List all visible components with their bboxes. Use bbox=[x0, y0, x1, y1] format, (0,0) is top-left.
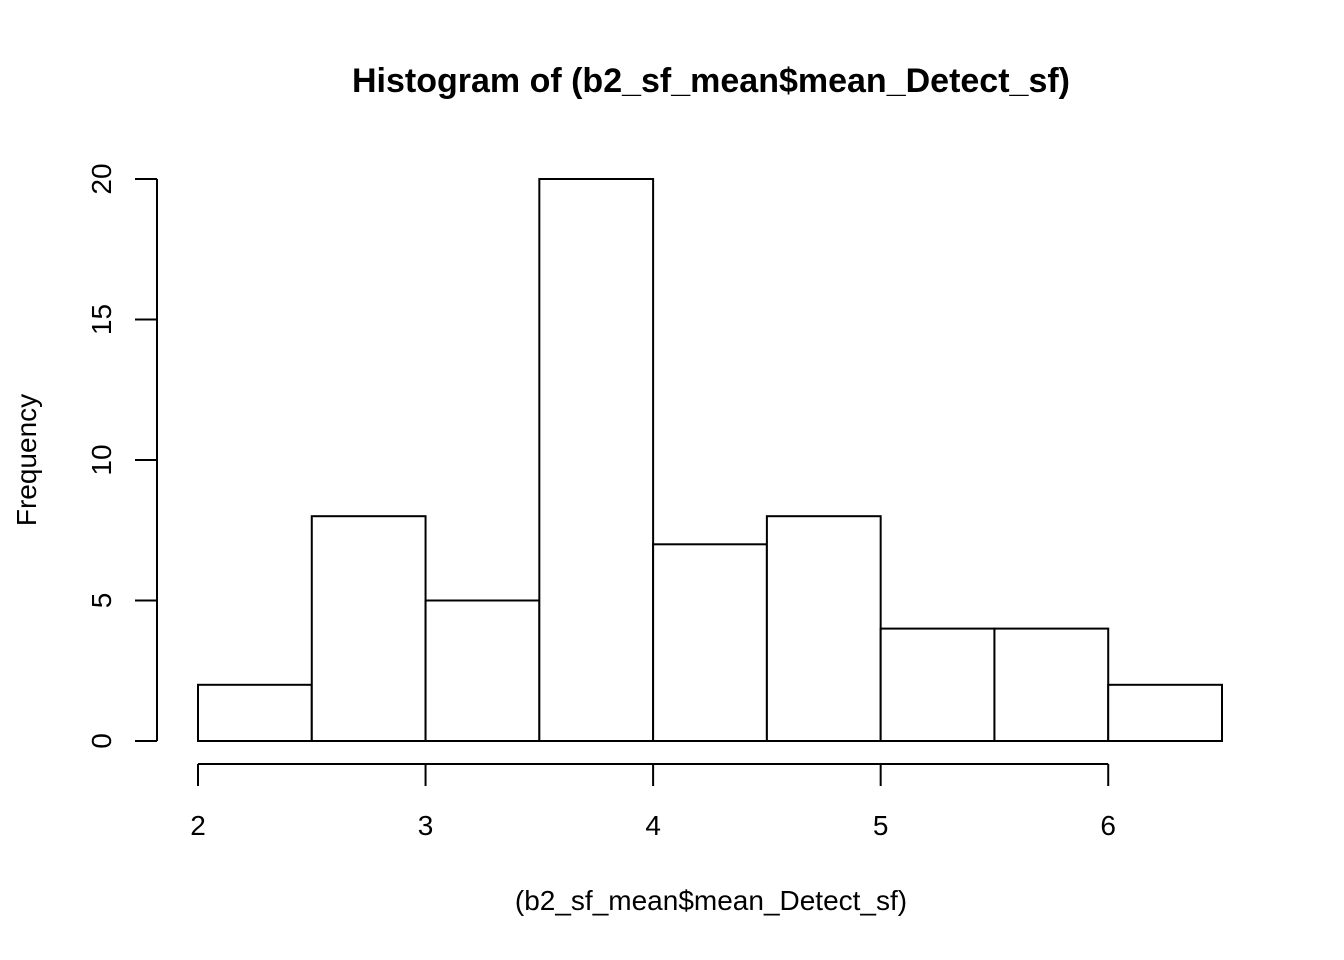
histogram-bar-5 bbox=[765, 515, 882, 743]
x-axis: 2 3 4 5 6 bbox=[190, 763, 1116, 841]
y-tick-label-0: 0 bbox=[86, 733, 117, 749]
x-tick-label-1: 3 bbox=[418, 810, 434, 841]
x-tick-label-3: 5 bbox=[873, 810, 889, 841]
histogram-bar-7 bbox=[993, 627, 1110, 742]
histogram-bar-4 bbox=[652, 543, 768, 742]
x-axis-label: (b2_sf_mean$mean_Detect_sf) bbox=[515, 885, 907, 916]
histogram-bar-1 bbox=[310, 515, 427, 743]
bars-group bbox=[197, 178, 1223, 743]
x-tick-label-2: 4 bbox=[645, 810, 661, 841]
y-tick-label-1: 5 bbox=[86, 593, 117, 609]
histogram-bar-0 bbox=[197, 683, 313, 742]
y-tick-label-2: 10 bbox=[86, 444, 117, 475]
histogram-bar-6 bbox=[879, 627, 996, 742]
x-tick-label-4: 6 bbox=[1100, 810, 1116, 841]
y-axis-label: Frequency bbox=[11, 394, 42, 526]
y-axis: 0 5 10 15 20 bbox=[86, 163, 158, 749]
y-tick-label-4: 20 bbox=[86, 163, 117, 194]
histogram-bar-2 bbox=[424, 599, 541, 742]
histogram-bar-8 bbox=[1107, 683, 1223, 742]
x-tick-label-0: 2 bbox=[190, 810, 206, 841]
histogram-bar-3 bbox=[538, 178, 655, 742]
y-tick-label-3: 15 bbox=[86, 304, 117, 335]
chart-title: Histogram of (b2_sf_mean$mean_Detect_sf) bbox=[352, 62, 1070, 100]
